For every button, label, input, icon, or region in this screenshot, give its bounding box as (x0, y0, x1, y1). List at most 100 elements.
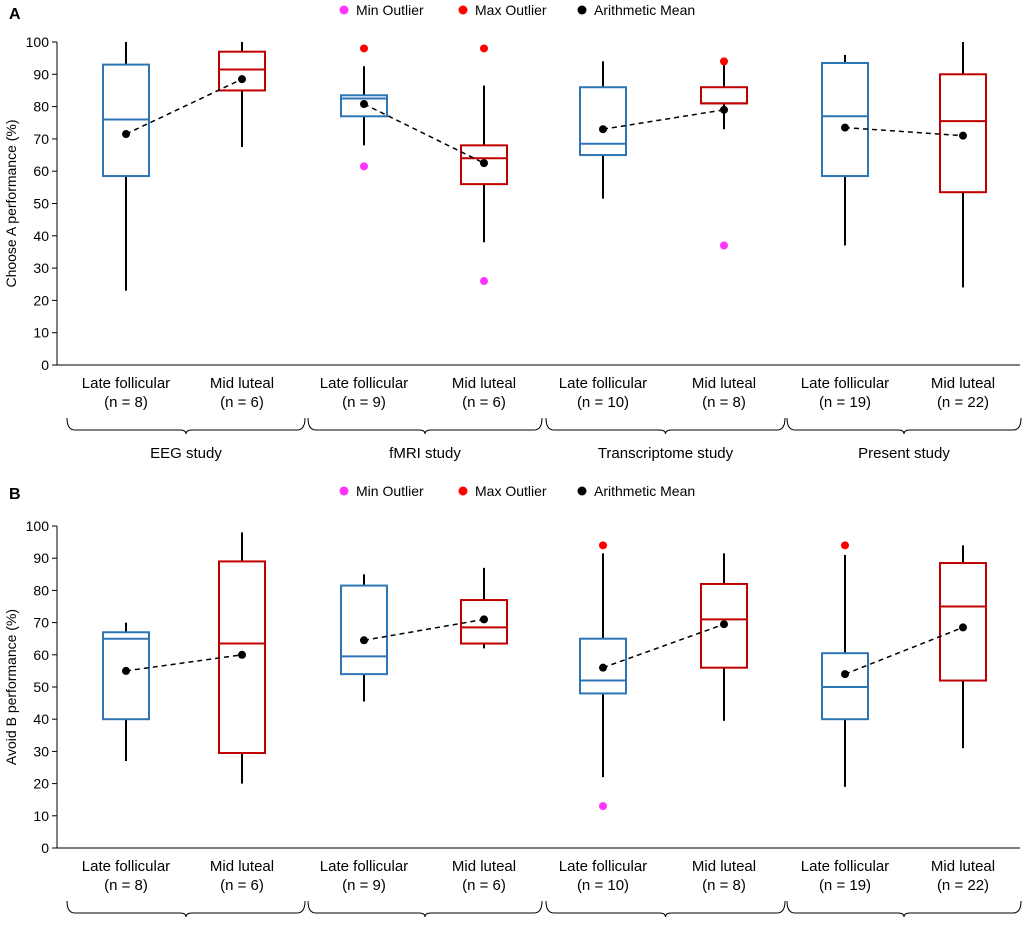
group-brace (307, 900, 543, 918)
mean-connector (125, 78, 243, 135)
y-tick-label: 70 (33, 615, 49, 631)
category-n-label: (n = 22) (937, 394, 989, 411)
y-tick-label: 10 (33, 325, 49, 341)
y-tick-label: 70 (33, 131, 49, 147)
min-outlier (720, 241, 728, 250)
group-brace (545, 900, 786, 918)
group-label: Present study (858, 445, 950, 462)
box-body (460, 599, 508, 645)
box-4 (460, 567, 508, 649)
group-label: Transcriptome study (598, 928, 734, 930)
category-n-label: (n = 19) (819, 394, 871, 411)
mean-point (480, 615, 488, 624)
group-brace (786, 417, 1022, 435)
panel-b: B Min Outlier Max Outlier Arithmetic Mean 0 1… (3, 483, 1022, 930)
box-2 (218, 42, 266, 147)
y-tick-label: 0 (41, 840, 49, 856)
category-label: Late follicular (801, 375, 889, 392)
legend-marker (339, 486, 349, 496)
y-tick-label: 50 (33, 679, 49, 695)
min-outlier (360, 162, 368, 171)
mean-point (599, 125, 607, 134)
min-outlier (599, 802, 607, 811)
legend-label: Arithmetic Mean (594, 483, 695, 499)
y-tick-label: 90 (33, 66, 49, 82)
y-tick-label: 40 (33, 228, 49, 244)
mean-point (238, 650, 246, 659)
max-outlier (360, 44, 368, 53)
y-tick-label: 90 (33, 550, 49, 566)
category-n-label: (n = 9) (342, 394, 386, 411)
y-tick-label: 100 (26, 518, 50, 534)
mean-point (720, 105, 728, 114)
y-tick-label: 10 (33, 808, 49, 824)
category-n-label: (n = 8) (104, 877, 148, 894)
box-7 (821, 541, 869, 787)
y-tick-label: 0 (41, 357, 49, 373)
box-5 (579, 541, 627, 811)
y-tick-label: 60 (33, 647, 49, 663)
mean-point (959, 623, 967, 632)
legend-label: Arithmetic Mean (594, 2, 695, 18)
legend-marker (577, 5, 587, 15)
box-4 (460, 44, 508, 286)
mean-point (360, 100, 368, 109)
y-axis-title: Avoid B performance (%) (3, 609, 19, 765)
category-n-label: (n = 8) (702, 877, 746, 894)
mean-point (360, 636, 368, 645)
category-label: Mid luteal (452, 858, 516, 875)
box-body (218, 50, 266, 92)
category-label: Mid luteal (692, 858, 756, 875)
category-n-label: (n = 22) (937, 877, 989, 894)
panel-a: A Min Outlier Max Outlier Arithmetic Mean 0 1… (3, 2, 1022, 462)
box-6 (700, 553, 748, 721)
category-n-label: (n = 9) (342, 877, 386, 894)
category-label: Mid luteal (210, 858, 274, 875)
group-brace (66, 900, 306, 918)
max-outlier (720, 57, 728, 66)
y-tick-label: 50 (33, 196, 49, 212)
mean-point (841, 123, 849, 132)
box-1 (102, 42, 150, 291)
box-8 (939, 42, 987, 288)
box-body (821, 61, 869, 178)
category-label: Mid luteal (692, 375, 756, 392)
category-n-label: (n = 6) (462, 394, 506, 411)
legend-marker (458, 5, 468, 15)
mean-point (959, 131, 967, 140)
legend-label: Min Outlier (356, 483, 424, 499)
category-n-label: (n = 10) (577, 394, 629, 411)
y-tick-label: 20 (33, 292, 49, 308)
mean-connector (125, 654, 243, 672)
max-outlier (841, 541, 849, 550)
y-axis-title: Choose A performance (%) (3, 119, 19, 287)
box-body (340, 584, 388, 676)
category-label: Late follicular (559, 858, 647, 875)
category-label: Mid luteal (931, 858, 995, 875)
max-outlier (480, 44, 488, 53)
group-label: EEG study (150, 928, 222, 930)
box-1 (102, 622, 150, 762)
y-tick-label: 80 (33, 582, 49, 598)
legend-label: Max Outlier (475, 2, 547, 18)
mean-point (122, 666, 130, 675)
mean-point (599, 663, 607, 672)
category-label: Late follicular (82, 375, 170, 392)
category-label: Mid luteal (452, 375, 516, 392)
box-8 (939, 545, 987, 749)
legend-marker (577, 486, 587, 496)
group-brace (66, 417, 306, 435)
mean-connector (602, 109, 725, 130)
mean-connector (363, 103, 485, 164)
mean-point (720, 620, 728, 629)
mean-point (238, 75, 246, 84)
group-brace (786, 900, 1022, 918)
category-n-label: (n = 8) (702, 394, 746, 411)
box-body (579, 86, 627, 157)
y-tick-label: 40 (33, 711, 49, 727)
category-label: Mid luteal (210, 375, 274, 392)
category-label: Late follicular (801, 858, 889, 875)
mean-point (480, 159, 488, 168)
box-7 (821, 54, 869, 246)
group-label: Transcriptome study (598, 445, 734, 462)
